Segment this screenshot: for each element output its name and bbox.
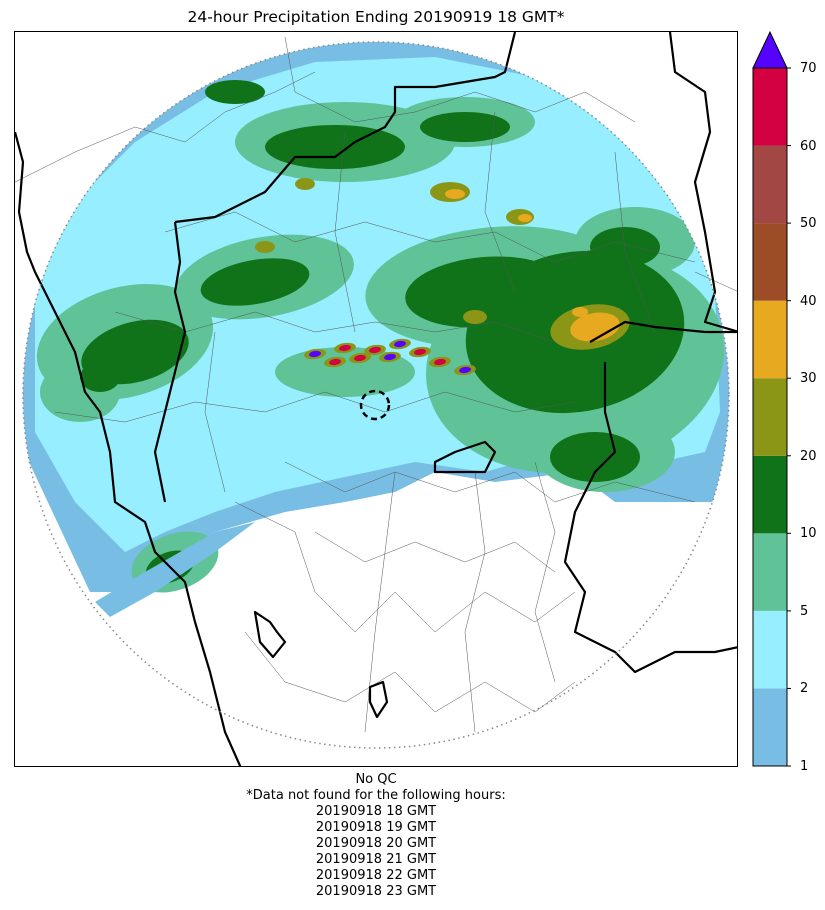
precip-cell bbox=[414, 348, 426, 356]
precip-cell bbox=[384, 353, 396, 361]
state-border bbox=[368, 680, 389, 719]
colorbar-bin bbox=[753, 455, 787, 534]
state-border bbox=[15, 131, 242, 766]
precip-cell bbox=[80, 362, 120, 392]
precip-cell bbox=[394, 340, 406, 348]
radar-range-ring bbox=[22, 41, 730, 749]
county-border bbox=[334, 131, 356, 333]
state-border bbox=[153, 221, 187, 503]
precip-streak bbox=[95, 522, 255, 617]
precip-cell bbox=[550, 432, 640, 482]
colorbar-bin bbox=[753, 145, 787, 224]
missing-hour: 20190918 19 GMT bbox=[315, 820, 437, 835]
colorbar-tick-label: 1 bbox=[800, 759, 809, 774]
qc-note: No QC bbox=[355, 772, 397, 787]
precip-cell bbox=[572, 307, 588, 317]
colorbar-extend-triangle bbox=[752, 30, 788, 69]
missing-hour: 20190918 23 GMT bbox=[315, 884, 437, 899]
colorbar-tick-label: 5 bbox=[800, 603, 809, 619]
county-border bbox=[54, 391, 576, 423]
county-border bbox=[234, 501, 576, 633]
county-border bbox=[244, 631, 576, 713]
colorbar-tick-label: 60 bbox=[800, 138, 817, 154]
state-border bbox=[668, 32, 737, 333]
state-border bbox=[589, 320, 737, 343]
state-border bbox=[174, 32, 517, 224]
notes: No QC *Data not found for the following … bbox=[14, 772, 738, 900]
county-border bbox=[284, 461, 696, 503]
precip-cell bbox=[205, 80, 265, 104]
colorbar-bin bbox=[753, 688, 787, 766]
precip-cell bbox=[265, 125, 405, 169]
colorbar-bin bbox=[753, 68, 787, 146]
missing-hour: 20190918 20 GMT bbox=[315, 836, 437, 851]
colorbar-tick-label: 40 bbox=[800, 293, 817, 309]
county-border bbox=[694, 271, 737, 292]
state-border bbox=[253, 610, 287, 659]
county-border bbox=[484, 111, 516, 293]
state-borders bbox=[15, 32, 737, 766]
precip-cell bbox=[463, 310, 487, 324]
colorbar-outline bbox=[752, 67, 788, 767]
missing-hour: 20190918 21 GMT bbox=[315, 852, 437, 867]
county-border bbox=[314, 531, 556, 573]
precip-cell bbox=[339, 344, 351, 352]
county-borders bbox=[15, 36, 737, 733]
county-border bbox=[464, 471, 486, 733]
precip-cell bbox=[200, 258, 310, 306]
missing-hour: 20190918 22 GMT bbox=[315, 868, 437, 883]
precip-cell bbox=[518, 214, 532, 222]
colorbar-bin bbox=[753, 378, 787, 456]
precip-cell bbox=[329, 358, 341, 366]
colorbar-tick-label: 10 bbox=[800, 526, 817, 542]
precip-cell bbox=[369, 346, 381, 354]
chart-title: 24-hour Precipitation Ending 20190919 18… bbox=[187, 8, 565, 26]
radar-site-marker bbox=[359, 389, 391, 421]
county-border bbox=[614, 151, 656, 333]
state-border bbox=[563, 362, 737, 674]
colorbar-tick-label: 30 bbox=[800, 371, 817, 387]
precip-cell bbox=[295, 178, 315, 190]
colorbar bbox=[752, 30, 791, 767]
missing-hour: 20190918 18 GMT bbox=[315, 804, 437, 819]
colorbar-tick-label: 70 bbox=[800, 61, 817, 76]
precipitation-field bbox=[23, 42, 729, 672]
precip-cell bbox=[590, 227, 660, 267]
precipitation-map bbox=[14, 31, 738, 767]
colorbar-bin bbox=[753, 223, 787, 301]
missing-data-header: *Data not found for the following hours: bbox=[246, 788, 506, 803]
precip-cell bbox=[570, 312, 620, 342]
county-border bbox=[15, 71, 316, 183]
county-border bbox=[284, 36, 636, 123]
precip-cell bbox=[255, 241, 275, 253]
precip-cell bbox=[405, 256, 565, 328]
colorbar-tick-label: 2 bbox=[800, 681, 809, 697]
county-border bbox=[164, 211, 696, 263]
colorbar-tick-label: 20 bbox=[800, 448, 817, 464]
colorbar-bin bbox=[753, 533, 787, 611]
state-border bbox=[433, 440, 497, 474]
precip-cell bbox=[420, 112, 510, 142]
county-border bbox=[114, 311, 556, 343]
precip-cell bbox=[445, 189, 465, 199]
precip-cell bbox=[309, 350, 321, 358]
precip-cell bbox=[434, 358, 446, 366]
precip-cell bbox=[354, 354, 366, 362]
precip-cell bbox=[459, 366, 471, 374]
colorbar-bin bbox=[753, 300, 787, 379]
colorbar-tick-label: 50 bbox=[800, 216, 817, 232]
county-border bbox=[534, 461, 556, 683]
colorbar-bin bbox=[753, 610, 787, 689]
county-border bbox=[204, 331, 226, 493]
county-border bbox=[364, 471, 396, 733]
